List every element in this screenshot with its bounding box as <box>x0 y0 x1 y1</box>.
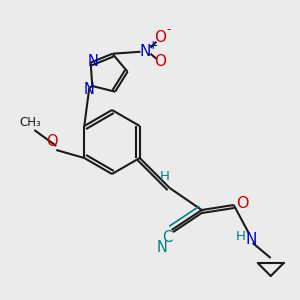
Text: O: O <box>46 134 58 149</box>
Text: O: O <box>154 30 166 45</box>
Text: N: N <box>84 82 95 98</box>
Text: N: N <box>140 44 151 59</box>
Text: N: N <box>245 232 256 247</box>
Text: H: H <box>236 230 246 244</box>
Text: N: N <box>87 54 98 69</box>
Text: H: H <box>160 169 170 182</box>
Text: CH₃: CH₃ <box>20 116 41 128</box>
Text: C: C <box>163 230 173 245</box>
Text: -: - <box>166 23 171 36</box>
Text: +: + <box>147 39 158 52</box>
Text: O: O <box>236 196 249 211</box>
Text: O: O <box>154 54 166 69</box>
Text: N: N <box>156 241 167 256</box>
